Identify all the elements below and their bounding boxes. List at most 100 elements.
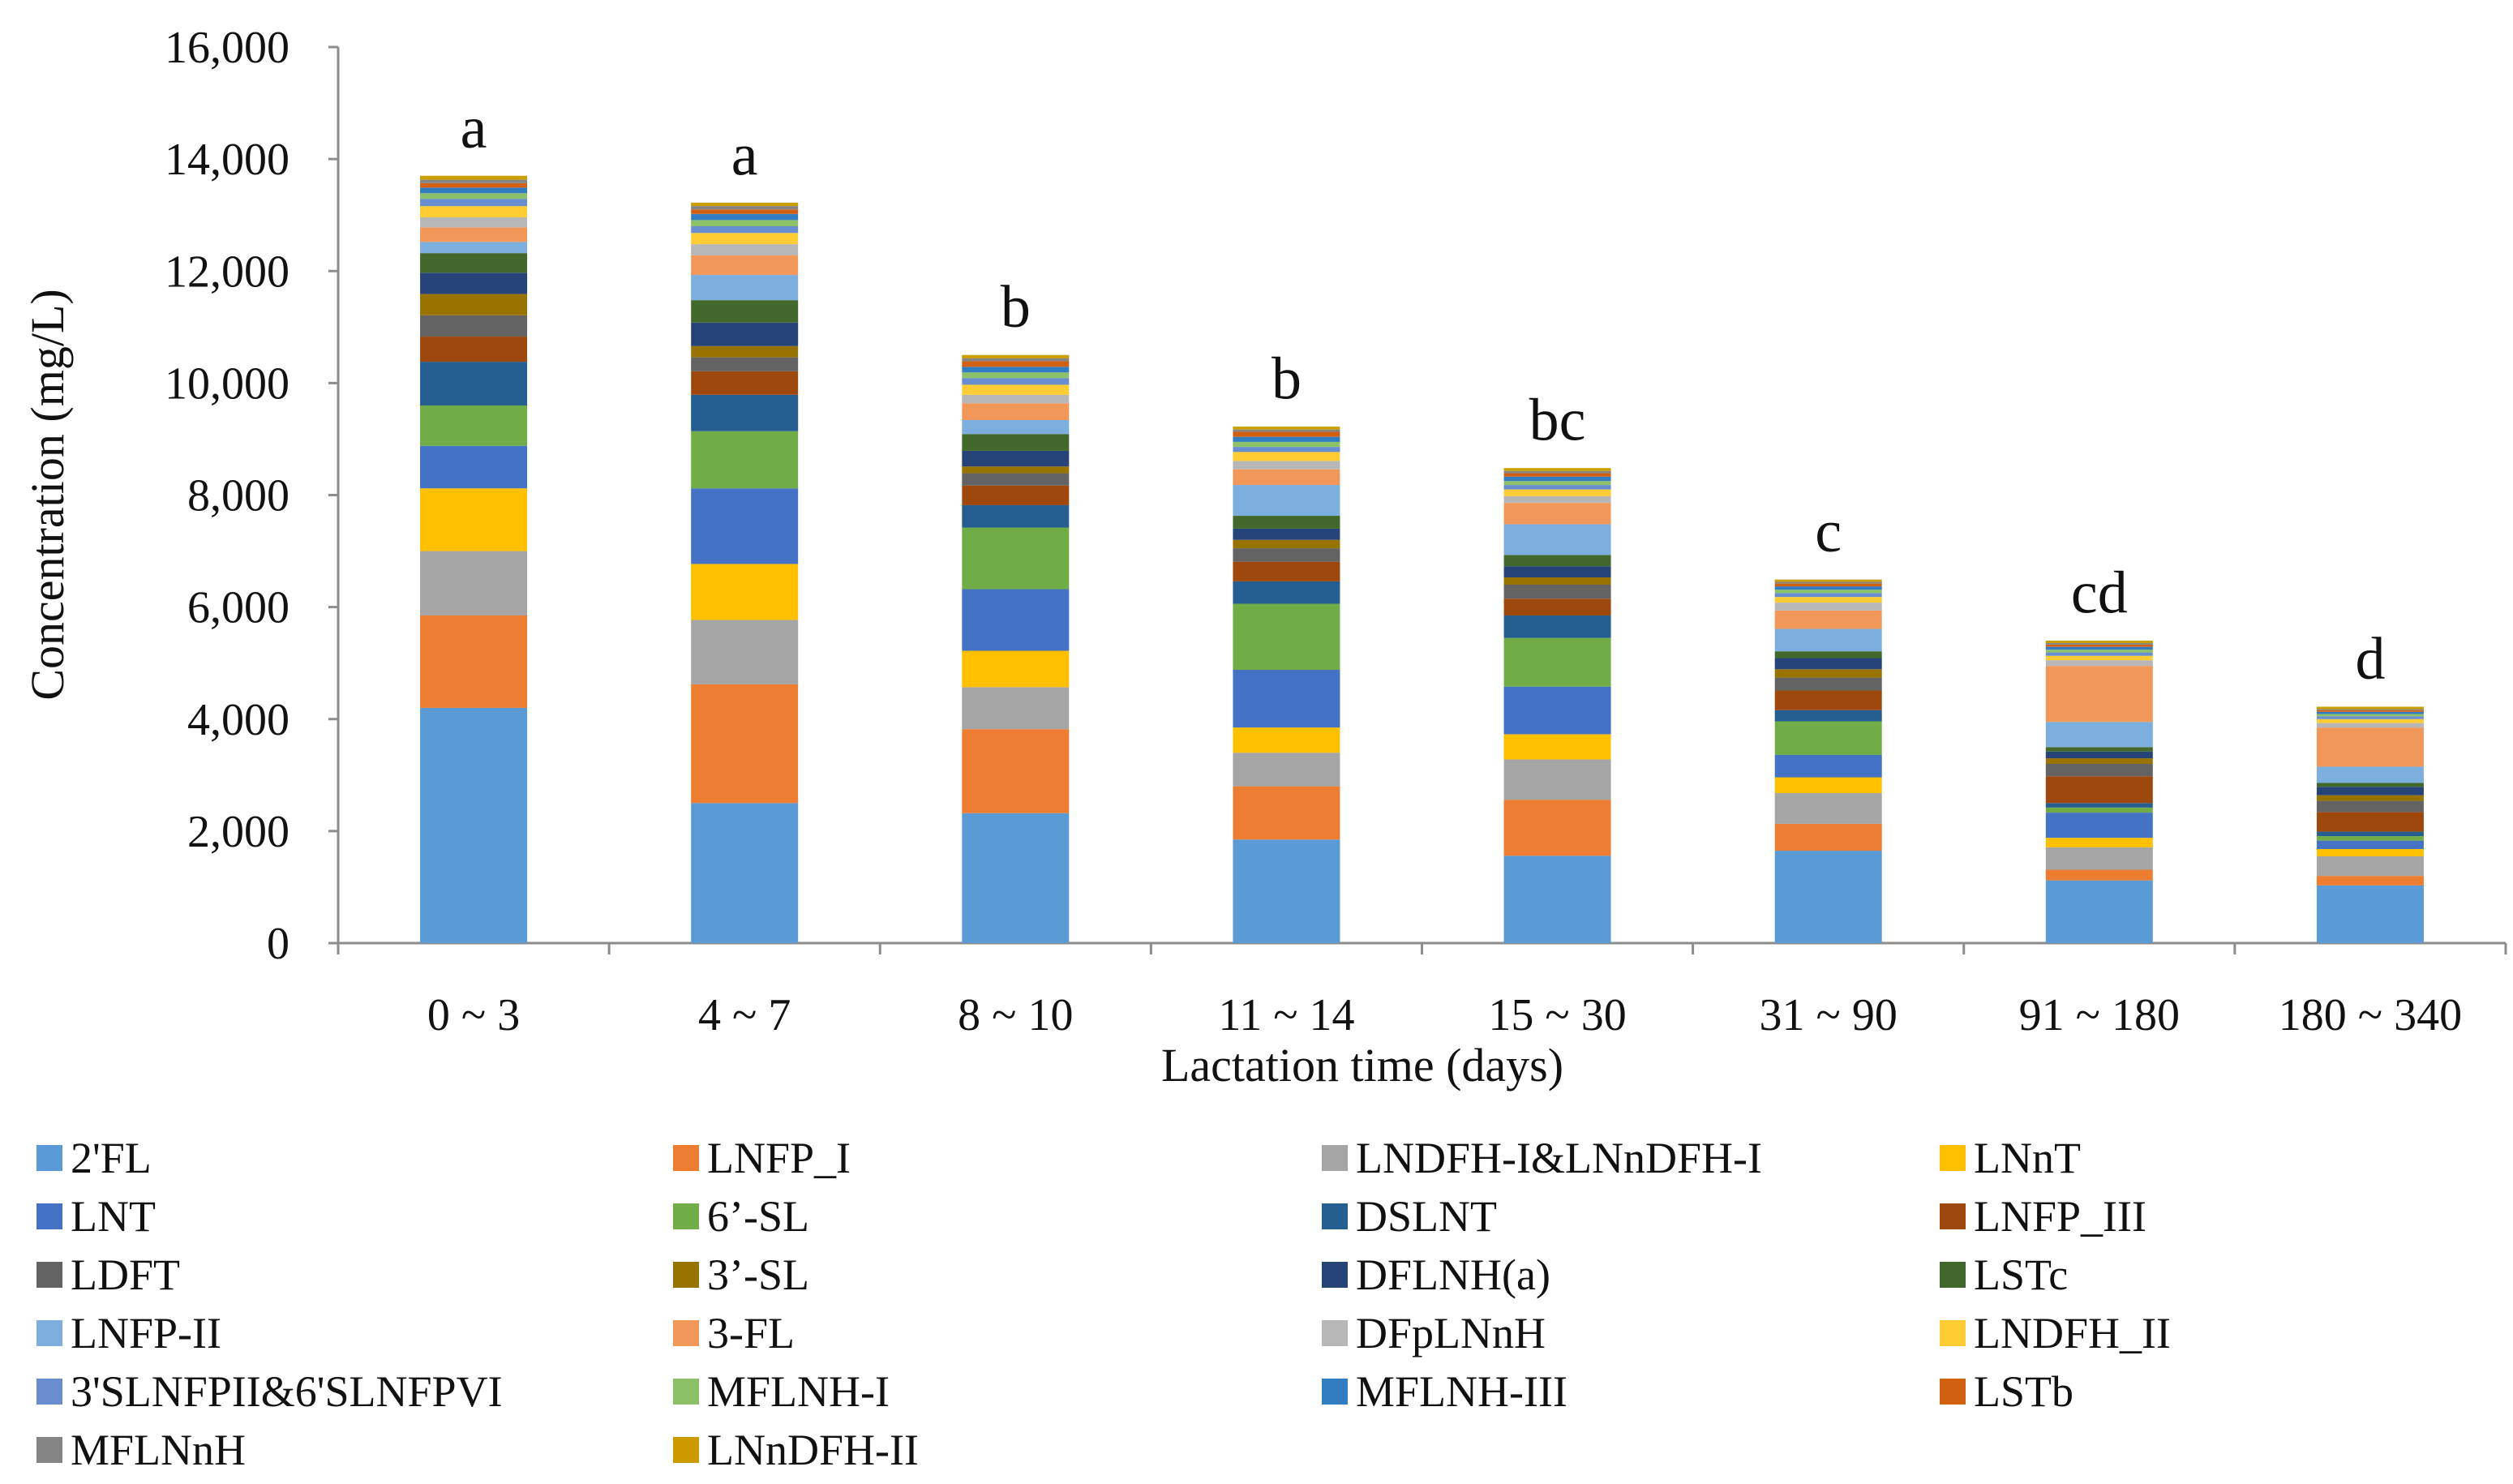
bar-segment — [962, 394, 1070, 404]
bar-segment — [1774, 777, 1882, 793]
bar-segment — [1503, 566, 1611, 578]
bar-segment — [691, 220, 799, 226]
bar-segment — [420, 193, 528, 199]
bar-segment — [962, 378, 1070, 385]
bar-stack — [2045, 640, 2153, 943]
bar-segment — [1503, 524, 1611, 555]
x-tick-label: 11 ~ 14 — [1218, 990, 1354, 1040]
bar-segment — [2045, 652, 2153, 656]
legend-swatch — [1322, 1320, 1348, 1346]
bar-segment — [1233, 669, 1340, 728]
bar-segment — [1503, 473, 1611, 477]
bar-segment — [691, 233, 799, 245]
bar-segment — [420, 227, 528, 242]
bar-segment — [1774, 754, 1882, 778]
bar-segment — [420, 182, 528, 188]
legend-swatch — [36, 1379, 62, 1405]
legend-label: 3-FL — [707, 1309, 795, 1357]
bar-segment — [420, 177, 528, 180]
legend-label: LNDFH_II — [1974, 1309, 2171, 1357]
legend-swatch — [36, 1320, 62, 1346]
bar-segment — [1233, 431, 1340, 437]
bar-segment — [962, 504, 1070, 528]
bar-segment — [1503, 481, 1611, 486]
bar-segment — [420, 362, 528, 405]
legend-item: MFLNH-I — [673, 1367, 890, 1416]
bar-segment — [420, 199, 528, 207]
bar-segment — [2316, 840, 2424, 849]
bar-segment — [2316, 783, 2424, 787]
legend-swatch — [673, 1320, 699, 1346]
legend: 2'FL LNFP_I LNDFH-I&LNnDFH-I LNnT LNT 6’-SL DS… — [36, 1134, 2171, 1474]
bar-segment — [1774, 651, 1882, 658]
bar-segment — [420, 242, 528, 254]
bar-segment — [1774, 583, 1882, 587]
bar-segment — [1503, 489, 1611, 496]
bar-segment — [962, 729, 1070, 813]
bar-segment — [420, 272, 528, 294]
bar-segment — [962, 367, 1070, 373]
bar-segment — [2316, 723, 2424, 728]
bar-segment — [1503, 503, 1611, 525]
bar-stack — [691, 202, 799, 943]
bar-segment — [1774, 628, 1882, 652]
legend-item: 6’-SL — [673, 1192, 809, 1241]
legend-item: LNDFH_II — [1940, 1309, 2171, 1357]
bar-segment — [420, 294, 528, 315]
bar-segment — [1233, 561, 1340, 581]
bar-segment — [1503, 686, 1611, 735]
bar-segment — [420, 179, 528, 183]
y-tick-label: 16,000 — [165, 23, 289, 73]
bar-segment — [962, 403, 1070, 420]
y-tick-label: 0 — [267, 919, 289, 969]
bar-segment — [2045, 646, 2153, 650]
bar-segment — [1774, 677, 1882, 691]
legend-label: 3’-SL — [707, 1250, 809, 1299]
bar-segment — [2316, 885, 2424, 943]
bar-segment — [962, 813, 1070, 943]
bar-segment — [1774, 690, 1882, 710]
legend-label: MFLNnH — [71, 1426, 246, 1474]
bar-segment — [420, 337, 528, 362]
y-axis-title: Concentration (mg/L) — [21, 289, 74, 700]
bar-segment — [962, 450, 1070, 467]
bar-segment — [962, 358, 1070, 362]
legend-swatch — [673, 1379, 699, 1405]
legend-swatch — [673, 1145, 699, 1171]
bar-segment — [691, 209, 799, 214]
bar-segment — [1774, 792, 1882, 824]
legend-swatch — [1940, 1320, 1966, 1346]
legend-label: MFLNH-I — [707, 1367, 890, 1416]
bar-segment — [1233, 516, 1340, 529]
significance-letter: cd — [2071, 560, 2128, 626]
significance-letters: a a b b bc c cd d — [461, 95, 2386, 693]
legend-item: LNFP-II — [36, 1309, 221, 1357]
bar-segment — [1774, 669, 1882, 678]
bar-segment — [420, 253, 528, 273]
bar-segment — [420, 615, 528, 708]
bar-segment — [1503, 485, 1611, 490]
bar-segment — [962, 650, 1070, 688]
legend-swatch — [673, 1262, 699, 1288]
x-tick-labels: 0 ~ 3 4 ~ 7 8 ~ 10 11 ~ 14 15 ~ 30 31 ~ 90 91 … — [337, 943, 2507, 1040]
x-tick-label: 4 ~ 7 — [698, 990, 791, 1040]
significance-letter: a — [461, 95, 487, 161]
bar-segment — [2045, 666, 2153, 723]
significance-letter: d — [2355, 626, 2385, 693]
legend-label: LNDFH-I&LNnDFH-I — [1356, 1134, 1762, 1182]
x-tick-label: 31 ~ 90 — [1760, 990, 1898, 1040]
bar-segment — [2316, 800, 2424, 813]
bar-segment — [2045, 803, 2153, 808]
bar-segment — [1503, 476, 1611, 482]
bar-stack — [2316, 706, 2424, 943]
bar-segment — [2045, 880, 2153, 943]
bar-segment — [691, 275, 799, 301]
bar-segment — [2316, 709, 2424, 710]
bar-segment — [2316, 710, 2424, 712]
bar-segment — [2316, 795, 2424, 801]
bar-stack — [962, 354, 1070, 943]
bar-segment — [1233, 469, 1340, 486]
legend-label: DFLNH(a) — [1356, 1250, 1550, 1299]
bar-segment — [691, 255, 799, 276]
bar-segment — [2045, 644, 2153, 647]
